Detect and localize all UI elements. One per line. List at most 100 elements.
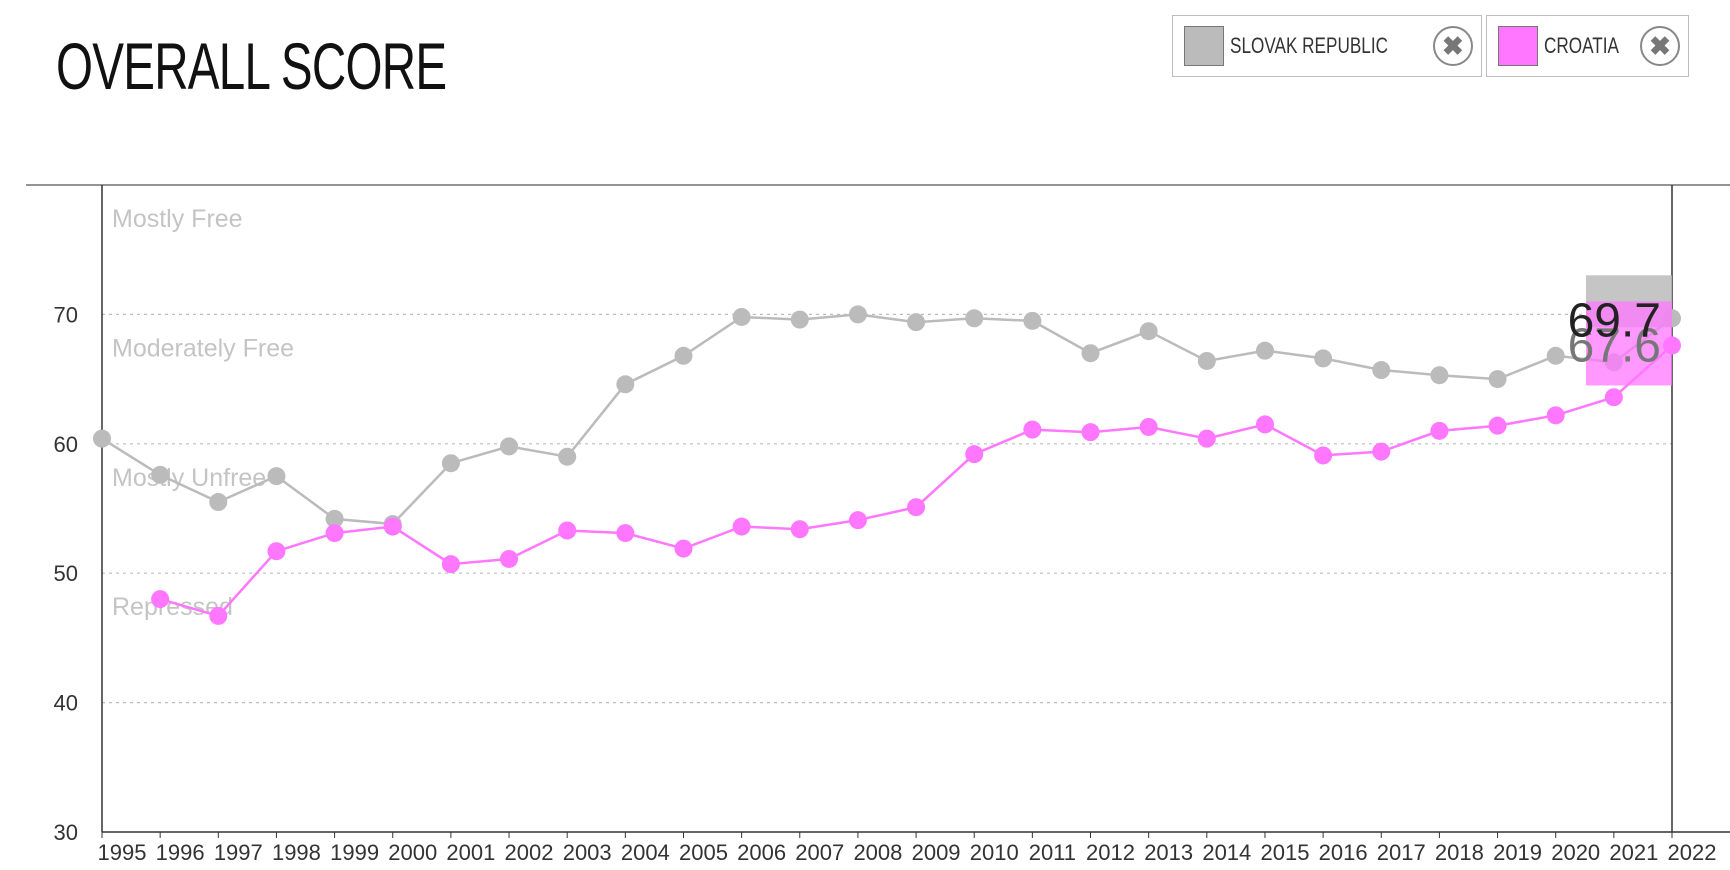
legend-label: SLOVAK REPUBLIC [1230,33,1389,58]
data-point [732,517,751,536]
data-point [1430,421,1449,440]
x-tick-label: 2016 [1319,840,1368,865]
legend: SLOVAK REPUBLIC ✖ CROATIA ✖ [1172,15,1689,77]
data-point [848,305,867,324]
x-tick-label: 1999 [330,840,379,865]
x-tick-label: 2004 [621,840,670,865]
data-point [1255,415,1274,434]
x-tick-label: 2018 [1435,840,1484,865]
x-tick-label: 2009 [912,840,961,865]
data-point [325,509,344,528]
data-point [1081,344,1100,363]
data-point [674,346,693,365]
square-swatch-icon [1184,26,1225,66]
x-tick-label: 2020 [1551,840,1600,865]
x-tick-label: 2021 [1609,840,1658,865]
x-tick-label: 2006 [737,840,786,865]
x-tick-label: 2012 [1086,840,1135,865]
data-point [1023,311,1042,330]
x-tick-label: 2008 [853,840,902,865]
x-tick-label: 1998 [272,840,321,865]
square-swatch-icon [1497,26,1538,66]
data-point [1023,420,1042,439]
data-point [1197,429,1216,448]
y-tick-label: 70 [54,302,78,327]
x-tick-label: 1997 [214,840,263,865]
data-point [790,310,809,329]
data-point [500,437,519,456]
data-point [1081,423,1100,442]
x-tick-label: 2017 [1377,840,1426,865]
legend-item-croatia[interactable]: CROATIA ✖ [1485,15,1689,77]
data-point [616,524,635,543]
tooltip-box [1586,301,1672,386]
x-tick-label: 2005 [679,840,728,865]
data-point [209,606,228,625]
series-line [101,313,1673,526]
data-point [1139,417,1158,436]
data-point [383,517,402,536]
band-label: Mostly Free [112,205,243,233]
x-tick-label: 1995 [98,840,147,865]
data-point [1314,446,1333,465]
data-point [790,520,809,539]
data-point [151,590,170,609]
band-label: Moderately Free [112,334,294,362]
data-point [1139,322,1158,341]
data-point [1372,361,1391,380]
data-point [1430,366,1449,385]
data-point [325,524,344,543]
x-tick-label: 2022 [1668,840,1717,865]
x-tick-label: 2010 [970,840,1019,865]
data-point [441,454,460,473]
data-point [1197,351,1216,370]
close-icon[interactable]: ✖ [1432,26,1473,66]
data-point [500,549,519,568]
data-point [93,429,111,448]
x-tick-label: 2011 [1029,840,1076,865]
data-point [965,445,984,464]
y-tick-label: 50 [54,561,78,586]
data-point [1314,349,1333,368]
data-point [267,467,286,486]
tooltip-value: 69.7 [1568,294,1661,347]
legend-label: CROATIA [1543,33,1619,58]
tooltip-value: 67.6 [1568,319,1661,372]
legend-item-slovak-republic[interactable]: SLOVAK REPUBLIC ✖ [1172,15,1482,77]
data-point [1255,341,1274,360]
x-tick-label: 2002 [505,840,554,865]
x-tick-label: 2015 [1260,840,1309,865]
x-tick-label: 2007 [795,840,844,865]
data-point [907,498,926,517]
data-point [907,313,926,332]
data-point [1546,406,1565,425]
data-point [848,511,867,530]
data-point [1546,346,1565,365]
x-tick-label: 2013 [1144,840,1193,865]
data-point [732,307,751,326]
series-line [159,344,1673,618]
data-point [1488,370,1507,389]
data-point [1604,388,1623,407]
data-point [558,521,577,540]
y-tick-label: 60 [54,432,78,457]
x-tick-label: 1996 [156,840,205,865]
data-point [441,555,460,574]
x-tick-label: 2019 [1493,840,1542,865]
x-tick-label: 2000 [388,840,437,865]
y-tick-label: 30 [54,820,78,845]
x-tick-label: 2001 [446,840,495,865]
data-point [965,309,984,328]
data-point [209,493,228,512]
data-point [616,375,635,394]
data-point [1372,442,1391,461]
page-title: OVERALL SCORE [56,29,447,103]
data-point [267,542,286,561]
close-icon[interactable]: ✖ [1640,26,1680,66]
y-tick-label: 40 [54,691,78,716]
data-point [1488,416,1507,435]
x-tick-label: 2014 [1202,840,1251,865]
data-point [674,539,693,558]
data-point [558,447,577,466]
